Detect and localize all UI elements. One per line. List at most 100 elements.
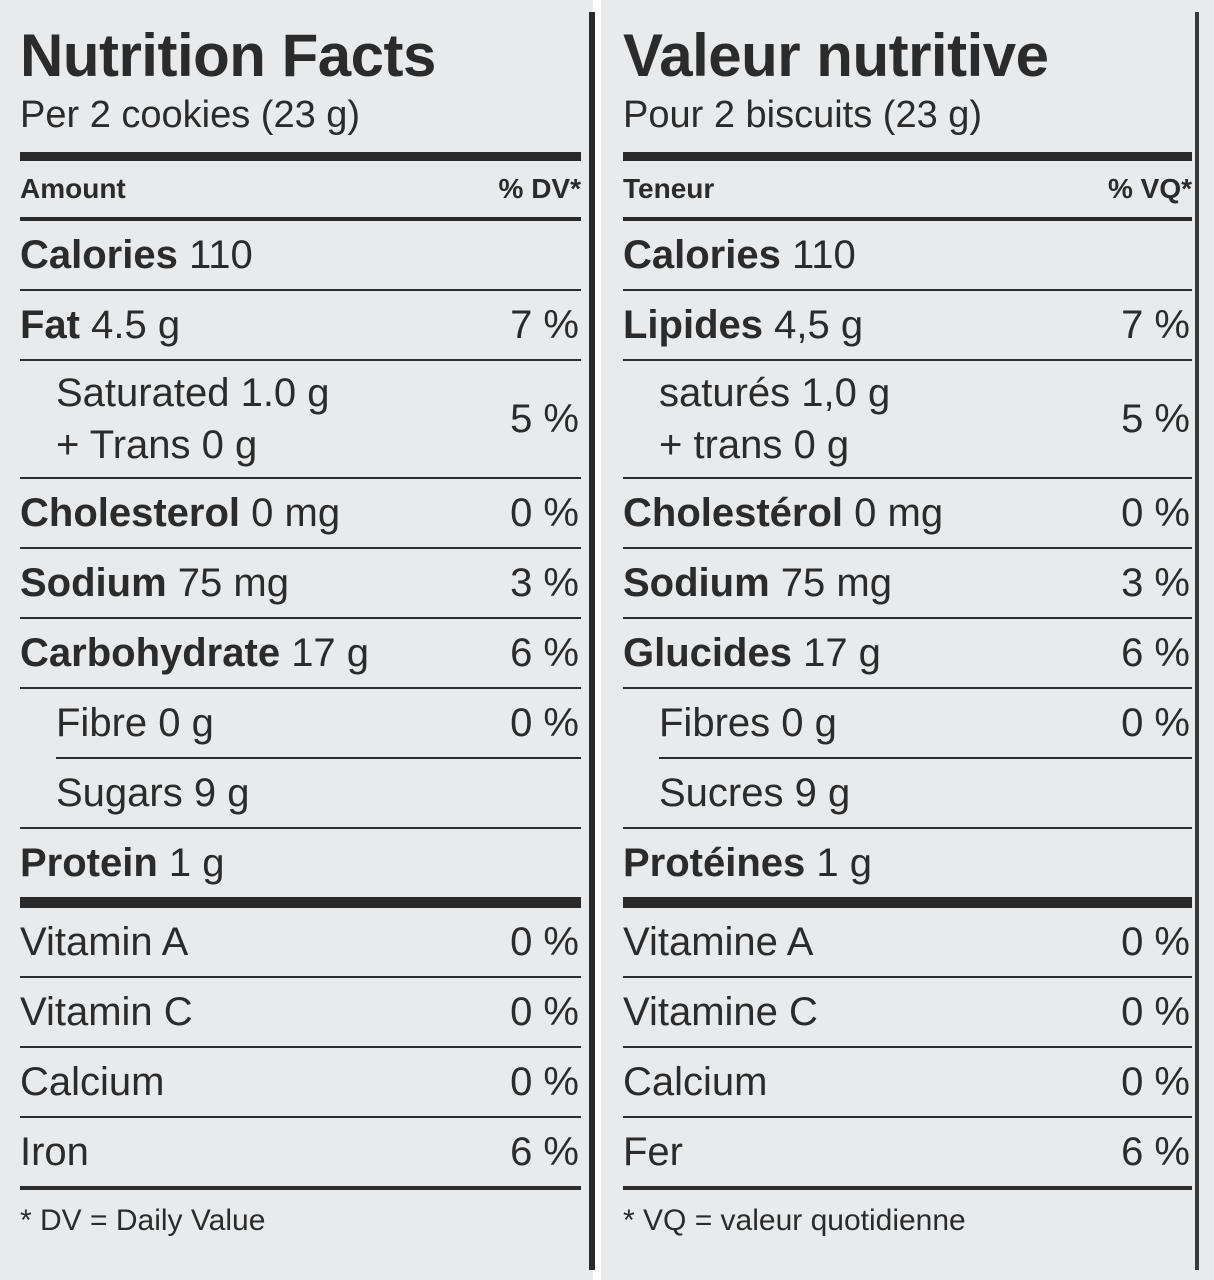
vitamin-a-row: Vitamin A 0 % — [20, 908, 581, 978]
saturated-dv: 5 % — [510, 396, 579, 441]
calcium-row: Calcium 0 % — [623, 1048, 1192, 1118]
carbohydrate-value: 17 g — [803, 630, 881, 675]
calories-label: Calories — [20, 232, 178, 277]
cholesterol-value: 0 mg — [251, 490, 341, 535]
fat-value: 4,5 g — [774, 302, 864, 347]
footnote: * DV = Daily Value — [20, 1204, 266, 1237]
fat-label: Fat — [20, 302, 80, 347]
right-edge-divider — [1195, 12, 1199, 1270]
fat-dv: 7 % — [510, 302, 579, 347]
serving-size: Pour 2 biscuits (23 g) — [623, 94, 983, 136]
sodium-dv: 3 % — [510, 560, 579, 605]
medium-rule — [20, 217, 581, 221]
thick-rule — [20, 152, 581, 161]
calories-value: 110 — [188, 232, 253, 277]
panel-title: Valeur nutritive — [623, 22, 1049, 89]
vitamin-c-row: Vitamine C 0 % — [623, 978, 1192, 1048]
protein-value: 1 g — [816, 840, 873, 885]
fibre-label: Fibre 0 g — [56, 700, 214, 745]
vitamin-a-label: Vitamin A — [20, 919, 189, 964]
iron-label: Iron — [20, 1129, 89, 1174]
vitamin-c-label: Vitamine C — [623, 989, 818, 1034]
heavy-rule — [20, 897, 581, 908]
thick-rule — [623, 152, 1192, 161]
fat-dv: 7 % — [1121, 302, 1190, 347]
vitamin-c-dv: 0 % — [510, 989, 579, 1034]
protein-value: 1 g — [168, 840, 225, 885]
trans-line: + Trans 0 g — [56, 423, 258, 467]
dv-header: % DV* — [498, 173, 581, 204]
sugars-row: Sucres 9 g — [623, 759, 1192, 829]
column-header: Teneur % VQ* — [623, 161, 1192, 217]
trans-line: + trans 0 g — [659, 423, 850, 467]
vitamin-c-label: Vitamin C — [20, 989, 193, 1034]
cholesterol-label: Cholesterol — [20, 490, 241, 535]
french-panel: Valeur nutritive Pour 2 biscuits (23 g) … — [601, 0, 1214, 1280]
sodium-row: Sodium 75 mg 3 % — [20, 549, 581, 619]
iron-row: Fer 6 % — [623, 1118, 1192, 1190]
column-header: Amount % DV* — [20, 161, 581, 217]
vitamin-c-row: Vitamin C 0 % — [20, 978, 581, 1048]
carbohydrate-dv: 6 % — [1121, 630, 1190, 675]
cholesterol-dv: 0 % — [510, 490, 579, 535]
cholesterol-dv: 0 % — [1121, 490, 1190, 535]
sodium-value: 75 mg — [780, 560, 892, 605]
panel-title: Nutrition Facts — [20, 22, 436, 89]
english-panel: Nutrition Facts Per 2 cookies (23 g) Amo… — [0, 0, 593, 1280]
cholesterol-label: Cholestérol — [623, 490, 844, 535]
cholesterol-value: 0 mg — [854, 490, 944, 535]
carbohydrate-dv: 6 % — [510, 630, 579, 675]
fat-value: 4.5 g — [91, 302, 181, 347]
sugars-label: Sucres 9 g — [659, 770, 851, 815]
sodium-row: Sodium 75 mg 3 % — [623, 549, 1192, 619]
panel-divider — [589, 12, 595, 1270]
protein-row: Protein 1 g — [20, 829, 581, 897]
fat-label: Lipides — [623, 302, 764, 347]
cholesterol-row: Cholesterol 0 mg 0 % — [20, 479, 581, 549]
cholesterol-row: Cholestérol 0 mg 0 % — [623, 479, 1192, 549]
saturated-line: Saturated 1.0 g — [56, 371, 330, 415]
sugars-label: Sugars 9 g — [56, 770, 250, 815]
iron-label: Fer — [623, 1129, 683, 1174]
calcium-row: Calcium 0 % — [20, 1048, 581, 1118]
fibre-row: Fibres 0 g 0 % — [659, 689, 1192, 759]
calories-row: Calories 110 — [623, 221, 1192, 291]
protein-label: Protein — [20, 840, 158, 885]
sugars-row: Sugars 9 g — [20, 759, 581, 829]
sodium-label: Sodium — [20, 560, 167, 605]
calcium-label: Calcium — [20, 1059, 165, 1104]
fat-row: Lipides 4,5 g 7 % — [623, 291, 1192, 361]
fibre-row: Fibre 0 g 0 % — [56, 689, 581, 759]
calories-row: Calories 110 — [20, 221, 581, 291]
saturated-line: saturés 1,0 g — [659, 371, 891, 415]
carbohydrate-row: Carbohydrate 17 g 6 % — [20, 619, 581, 689]
carbohydrate-row: Glucides 17 g 6 % — [623, 619, 1192, 689]
sodium-label: Sodium — [623, 560, 770, 605]
serving-size: Per 2 cookies (23 g) — [20, 94, 361, 136]
vitamin-a-label: Vitamine A — [623, 919, 814, 964]
iron-dv: 6 % — [1121, 1129, 1190, 1174]
carbohydrate-value: 17 g — [291, 630, 370, 675]
sodium-dv: 3 % — [1121, 560, 1190, 605]
fibre-dv: 0 % — [1121, 700, 1190, 745]
vitamin-c-dv: 0 % — [1121, 989, 1190, 1034]
footnote: * VQ = valeur quotidienne — [623, 1204, 966, 1237]
protein-row: Protéines 1 g — [623, 829, 1192, 897]
vitamin-a-dv: 0 % — [1121, 919, 1190, 964]
amount-header: Amount — [20, 173, 126, 204]
fibre-dv: 0 % — [510, 700, 579, 745]
saturated-row: Saturated 1.0 g + Trans 0 g 5 % — [20, 361, 581, 479]
calcium-dv: 0 % — [510, 1059, 579, 1104]
calcium-label: Calcium — [623, 1059, 768, 1104]
protein-label: Protéines — [623, 840, 806, 885]
saturated-dv: 5 % — [1121, 396, 1190, 441]
vitamin-a-dv: 0 % — [510, 919, 579, 964]
sodium-value: 75 mg — [177, 560, 289, 605]
calories-value: 110 — [791, 232, 856, 277]
vitamin-a-row: Vitamine A 0 % — [623, 908, 1192, 978]
carbohydrate-label: Carbohydrate — [20, 630, 281, 675]
calcium-dv: 0 % — [1121, 1059, 1190, 1104]
fibre-label: Fibres 0 g — [659, 700, 837, 745]
dv-header: % VQ* — [1107, 173, 1192, 204]
